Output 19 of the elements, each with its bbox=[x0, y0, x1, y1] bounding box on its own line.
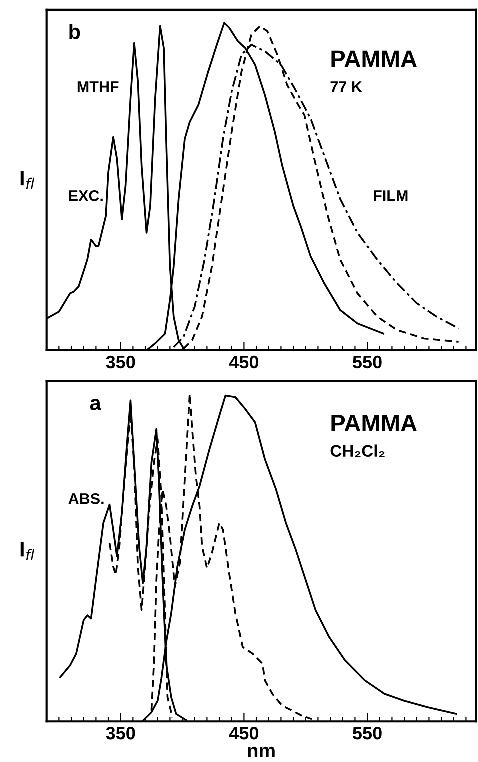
annotation: PAMMA bbox=[332, 50, 417, 68]
annotation: MTHF bbox=[78, 82, 119, 92]
x-tick-label: 450 bbox=[229, 726, 259, 740]
annotation: b bbox=[70, 24, 80, 40]
x-tick-label: 450 bbox=[229, 356, 259, 369]
series-label: ABS. bbox=[68, 493, 104, 504]
annotation: CH₂Cl₂ bbox=[330, 444, 385, 458]
y-axis-title: I$_{fl}$ bbox=[20, 171, 35, 189]
annotation: a bbox=[90, 399, 102, 410]
x-tick-label: 550 bbox=[353, 726, 382, 740]
series-label: EXC. bbox=[69, 190, 103, 202]
y-axis-title: I$_{fl}$ bbox=[20, 542, 35, 560]
series-label: FILM bbox=[374, 190, 408, 202]
x-tick-label: 350 bbox=[106, 726, 136, 740]
annotation: 77 K bbox=[330, 82, 362, 92]
x-tick-label: 550 bbox=[353, 356, 382, 369]
x-tick-label: 350 bbox=[106, 356, 136, 369]
annotation: PAMMA bbox=[332, 415, 417, 432]
x-axis-title: nm bbox=[248, 746, 275, 758]
